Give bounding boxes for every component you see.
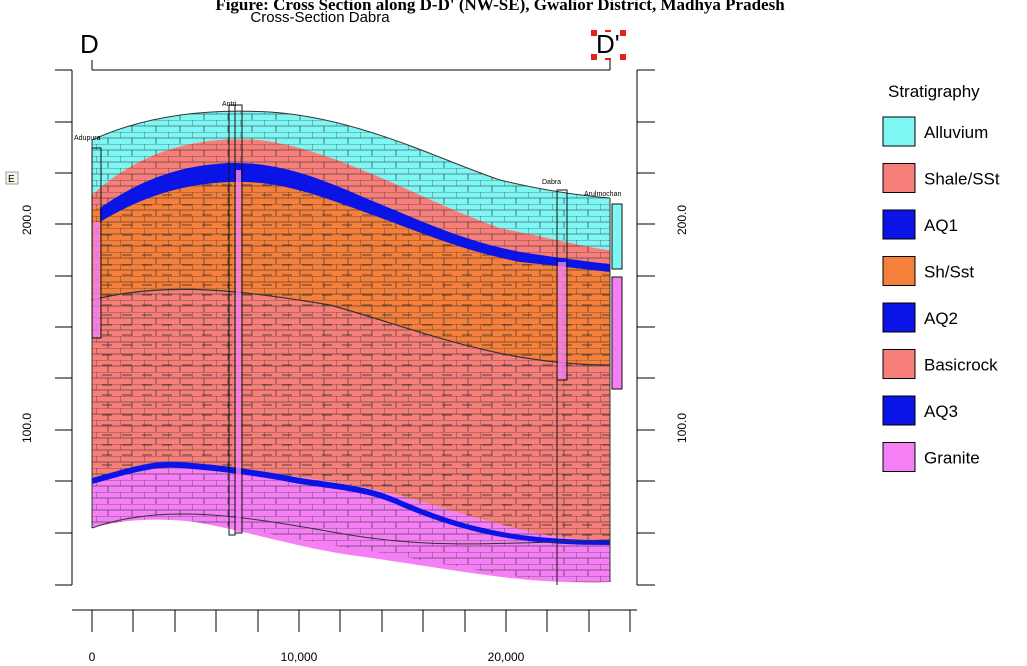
- y-ticks-left: [55, 69, 72, 586]
- legend-label: Granite: [924, 449, 980, 468]
- legend-swatch: [882, 256, 916, 286]
- legend-item-aq2: AQ2: [882, 302, 958, 333]
- legend-swatch: [882, 209, 916, 240]
- legend-swatch: [882, 442, 916, 472]
- legend-label: AQ1: [924, 216, 958, 235]
- section-line: [91, 60, 611, 71]
- well-label-arulmochan: Arulmochan: [584, 191, 621, 198]
- legend-item-shale-sst: Shale/SSt: [882, 163, 1000, 193]
- legend-item-granite: Granite: [882, 442, 980, 472]
- legend-label: Sh/Sst: [924, 263, 974, 282]
- legend-item-alluvium: Alluvium: [882, 116, 988, 147]
- legend-title: Stratigraphy: [888, 82, 980, 101]
- legend-swatch: [882, 395, 916, 426]
- wells: Adupura Antri Dabra Arulmochan: [74, 101, 623, 585]
- x-ticks: [91, 610, 631, 632]
- section-title: Cross-Section Dabra: [250, 9, 390, 26]
- x-label-20000: 20,000: [488, 650, 525, 664]
- legend-swatch: [882, 349, 916, 379]
- strata: [91, 110, 611, 583]
- legend-label: AQ2: [924, 309, 958, 328]
- figure-caption: Figure: Cross Section along D-D' (NW-SE)…: [215, 0, 785, 14]
- legend-label: AQ3: [924, 402, 958, 421]
- legend-item-aq1: AQ1: [882, 209, 958, 240]
- well-antri: Antri: [222, 101, 243, 536]
- layer-aq3: [92, 461, 610, 545]
- y-ticks-right: [637, 69, 655, 586]
- x-label-10000: 10,000: [281, 650, 318, 664]
- well-dabra: Dabra: [542, 179, 568, 585]
- legend-swatch: [882, 116, 916, 147]
- selection-handles[interactable]: [591, 30, 626, 60]
- well-arulmochan: Arulmochan: [584, 191, 623, 390]
- legend-item-basicrock: Basicrock: [882, 349, 998, 379]
- legend-label: Basicrock: [924, 356, 998, 375]
- well-adupura: Adupura: [74, 135, 102, 339]
- section-end-label: D': [596, 29, 620, 59]
- legend-item-aq3: AQ3: [882, 395, 958, 426]
- stratigraphy-legend: Stratigraphy Alluvium Shale/SSt AQ1 Sh/Sst A…: [882, 82, 1000, 472]
- y-label-right-200: 200.0: [675, 205, 689, 235]
- well-label-antri: Antri: [222, 101, 237, 108]
- x-label-0: 0: [89, 650, 96, 664]
- legend-swatch: [882, 302, 916, 333]
- well-label-adupura: Adupura: [74, 135, 101, 142]
- y-label-left-200: 200.0: [20, 205, 34, 235]
- well-label-dabra: Dabra: [542, 179, 561, 186]
- y-label-left-100: 100.0: [20, 413, 34, 443]
- legend-item-sh-sst: Sh/Sst: [882, 256, 974, 286]
- legend-label: Shale/SSt: [924, 170, 1000, 189]
- legend-label: Alluvium: [924, 123, 988, 142]
- layer-basicrock: [92, 289, 610, 541]
- layer-alluvium: [92, 111, 610, 250]
- section-start-label: D: [80, 29, 99, 59]
- layer-granite: [92, 467, 610, 583]
- layer-shsst: [92, 176, 610, 365]
- y-label-right-100: 100.0: [675, 413, 689, 443]
- legend-swatch: [882, 163, 916, 193]
- svg-text:E: E: [8, 174, 15, 185]
- layer-aq1: [100, 162, 610, 272]
- side-marker[interactable]: E: [5, 171, 19, 185]
